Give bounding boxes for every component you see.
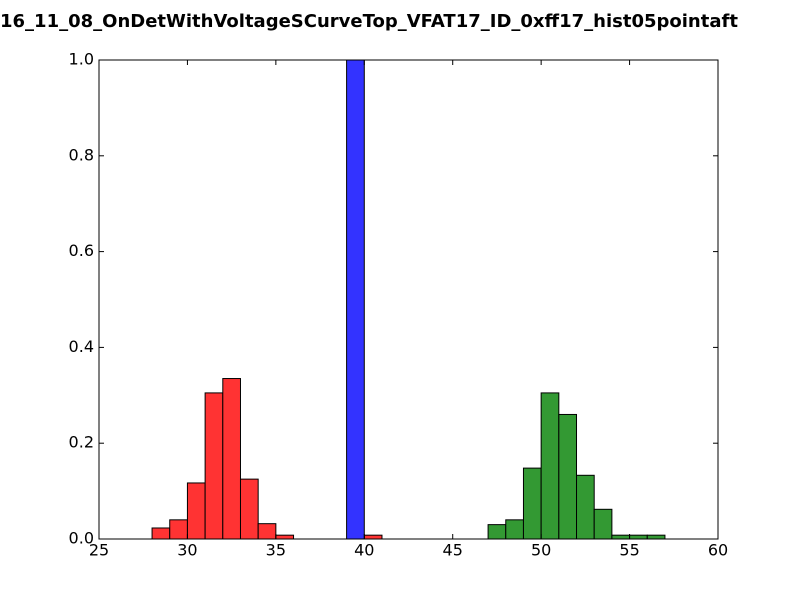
bar <box>151 527 171 540</box>
bar <box>239 478 259 540</box>
x-tick-label: 45 <box>443 541 463 560</box>
bar <box>540 392 560 540</box>
x-tick-label: 60 <box>708 541 728 560</box>
bar <box>558 413 578 540</box>
y-tick-label: 0.0 <box>69 529 94 548</box>
x-tick-label: 55 <box>619 541 639 560</box>
x-tick-label: 40 <box>354 541 374 560</box>
bar <box>169 519 188 540</box>
bar <box>522 467 542 540</box>
bar <box>204 392 224 540</box>
y-tick-label: 0.6 <box>69 241 94 260</box>
chart-title: 16_11_08_OnDetWithVoltageSCurveTop_VFAT1… <box>0 11 738 32</box>
bar <box>257 523 277 540</box>
y-tick-label: 0.2 <box>69 433 94 452</box>
plot-frame <box>98 59 719 540</box>
bar <box>363 534 383 540</box>
bar <box>186 482 206 540</box>
y-tick-label: 1.0 <box>69 50 94 69</box>
bar <box>576 474 595 540</box>
bar <box>275 534 295 540</box>
bar <box>222 378 241 540</box>
y-tick-label: 0.8 <box>69 145 94 164</box>
x-tick-label: 50 <box>531 541 551 560</box>
x-tick-label: 35 <box>266 541 286 560</box>
bar <box>646 534 666 540</box>
x-tick-label: 25 <box>89 541 109 560</box>
bar <box>487 524 507 540</box>
x-tick-label: 30 <box>177 541 197 560</box>
bar <box>629 534 648 540</box>
bar <box>593 508 613 540</box>
y-tick-label: 0.4 <box>69 337 94 356</box>
bar <box>505 519 524 540</box>
bar <box>346 59 365 540</box>
bar <box>611 534 631 540</box>
